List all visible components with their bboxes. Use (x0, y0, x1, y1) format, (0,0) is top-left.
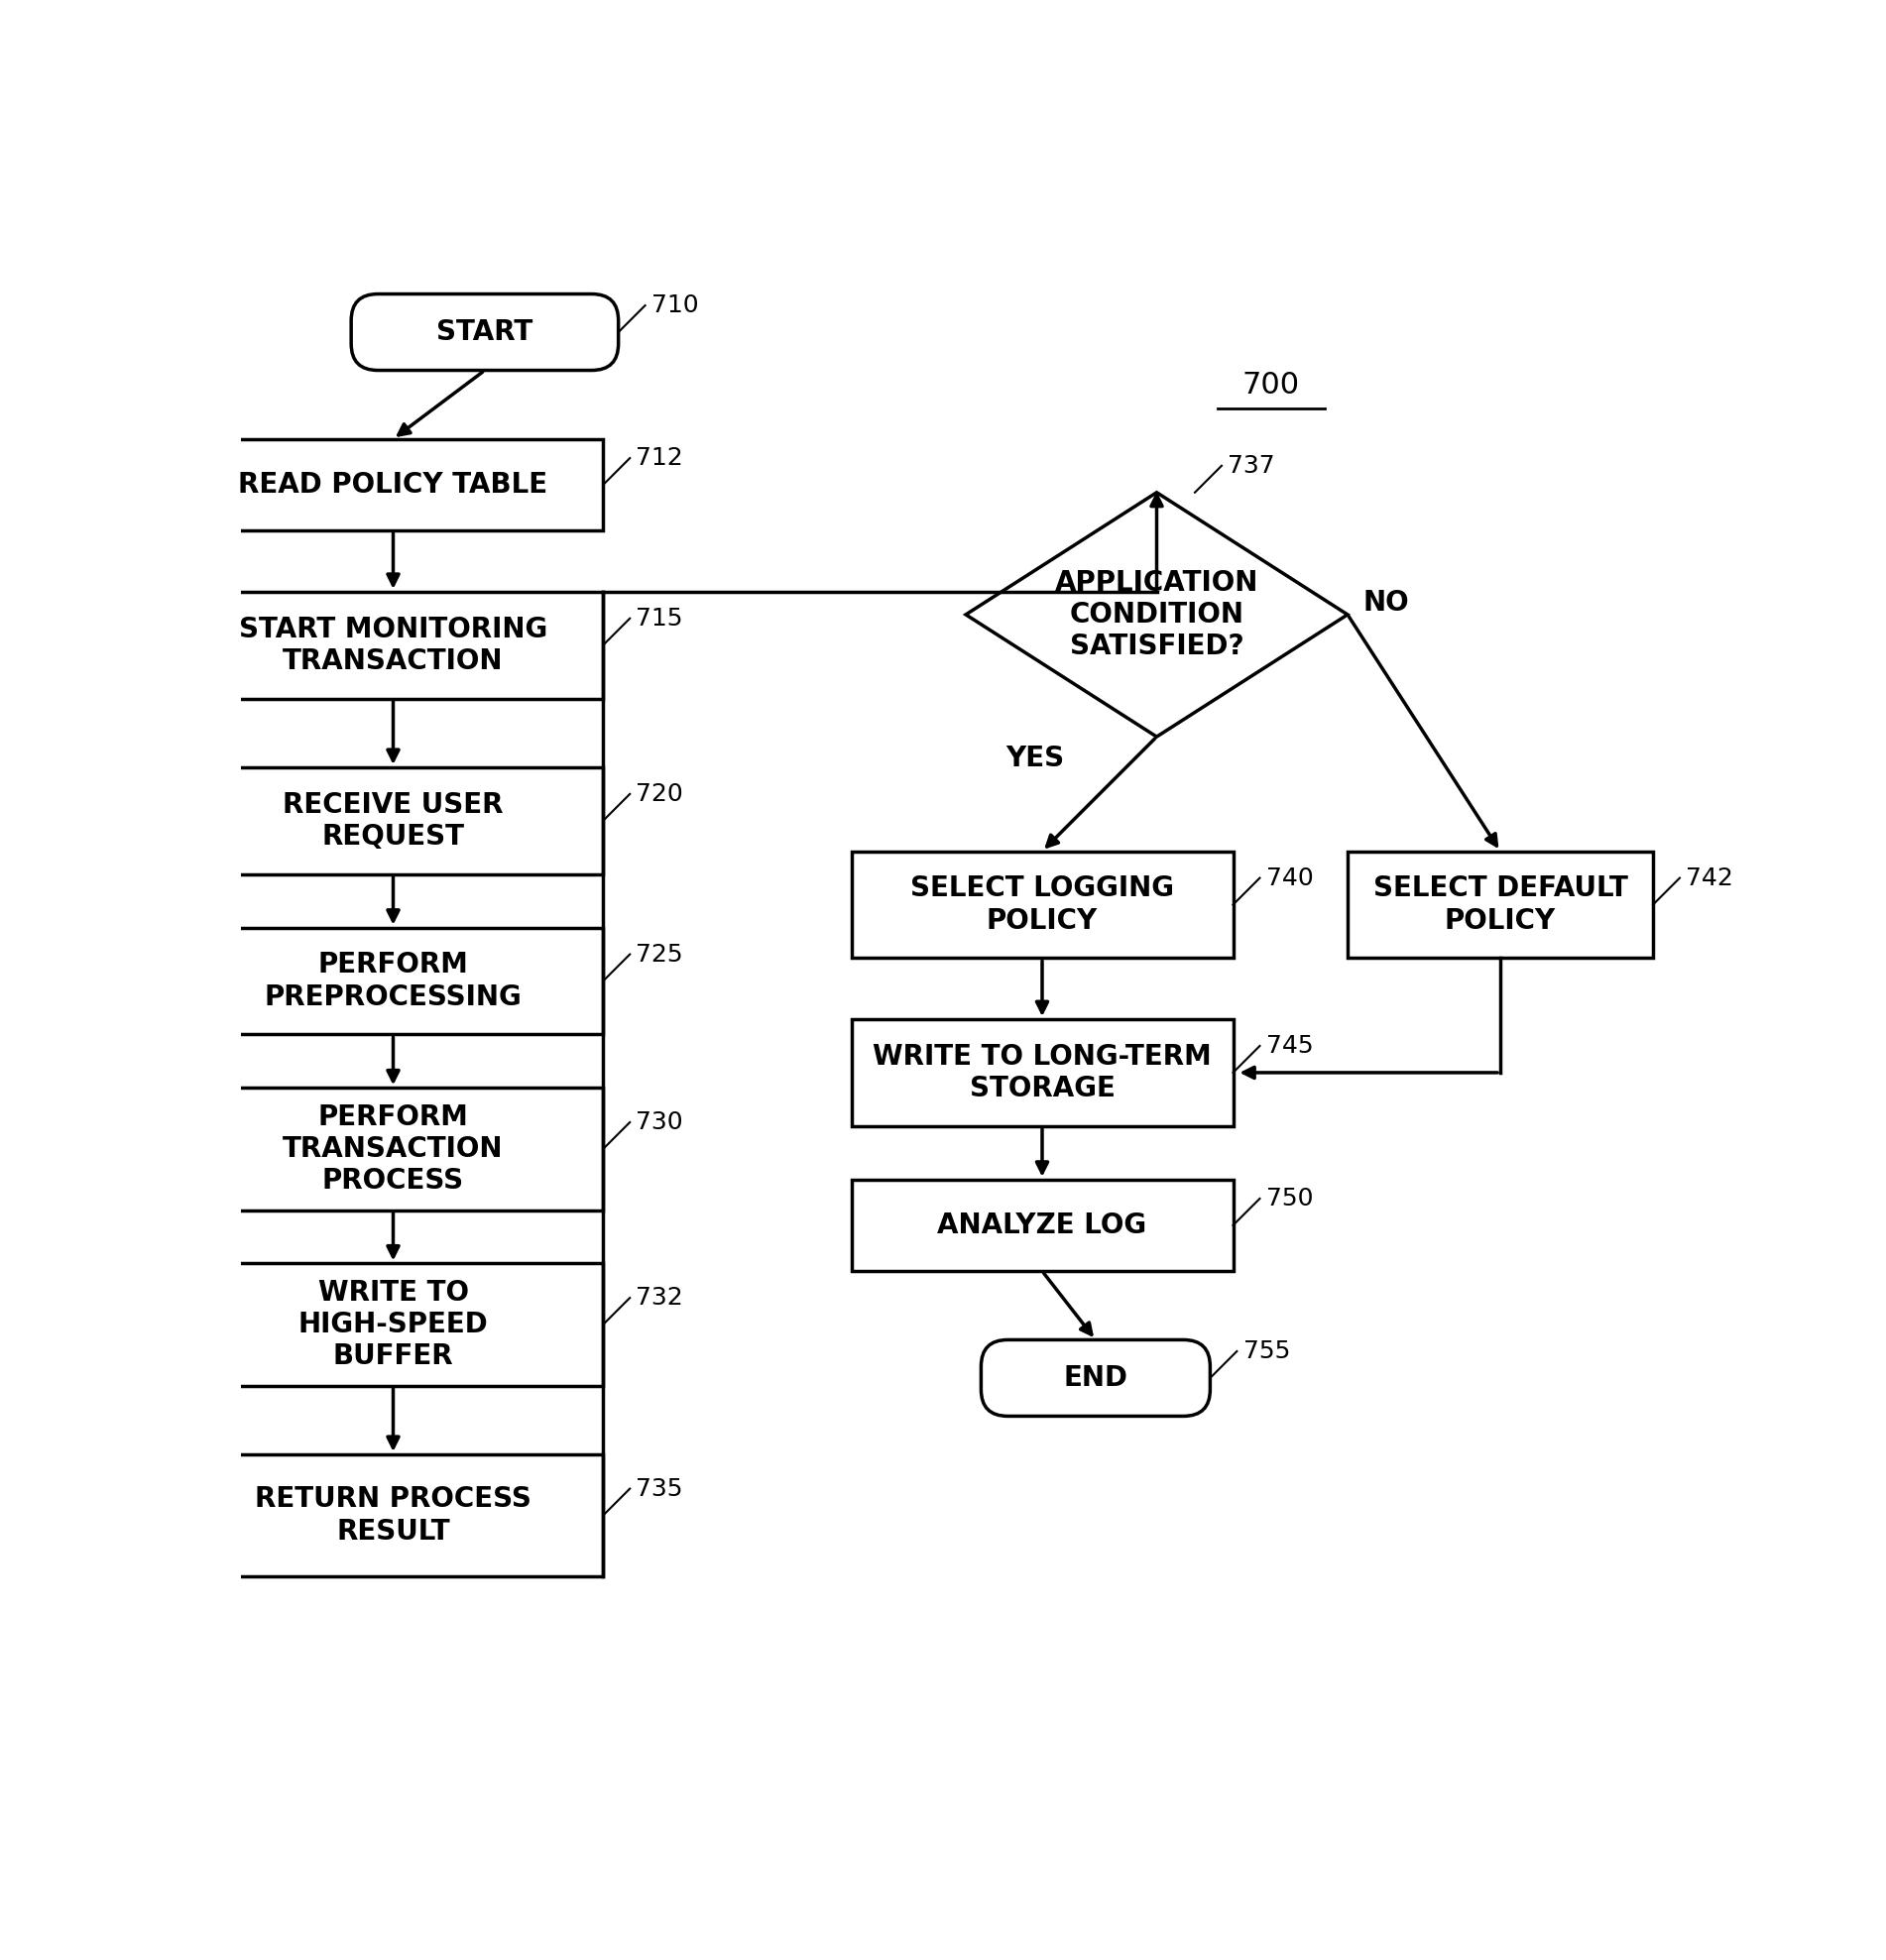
Text: 735: 735 (636, 1476, 683, 1501)
Text: NO: NO (1364, 590, 1409, 617)
FancyBboxPatch shape (351, 294, 619, 370)
Text: 730: 730 (636, 1111, 683, 1135)
Text: WRITE TO
HIGH-SPEED
BUFFER: WRITE TO HIGH-SPEED BUFFER (298, 1278, 488, 1370)
Bar (183, 592, 604, 698)
Bar (183, 439, 604, 531)
Text: READ POLICY TABLE: READ POLICY TABLE (238, 470, 549, 498)
Text: 712: 712 (636, 447, 683, 470)
Text: 740: 740 (1266, 866, 1313, 890)
Bar (1348, 851, 1652, 958)
Bar (851, 1180, 1233, 1272)
Text: 755: 755 (1243, 1339, 1290, 1362)
Bar (851, 851, 1233, 958)
FancyBboxPatch shape (981, 1341, 1211, 1417)
Bar (851, 1019, 1233, 1127)
Text: ANALYZE LOG: ANALYZE LOG (937, 1211, 1147, 1239)
Text: PERFORM
PREPROCESSING: PERFORM PREPROCESSING (264, 951, 522, 1011)
Text: END: END (1064, 1364, 1128, 1392)
Text: START MONITORING
TRANSACTION: START MONITORING TRANSACTION (240, 615, 547, 674)
Text: SELECT DEFAULT
POLICY: SELECT DEFAULT POLICY (1373, 874, 1628, 935)
Text: 720: 720 (636, 782, 683, 806)
Text: APPLICATION
CONDITION
SATISFIED?: APPLICATION CONDITION SATISFIED? (1054, 568, 1258, 661)
Text: WRITE TO LONG-TERM
STORAGE: WRITE TO LONG-TERM STORAGE (873, 1043, 1211, 1103)
Bar (183, 1264, 604, 1386)
Text: 742: 742 (1686, 866, 1733, 890)
Text: 710: 710 (651, 294, 698, 318)
Bar (183, 927, 604, 1035)
Text: 700: 700 (1243, 370, 1299, 400)
Text: 725: 725 (636, 943, 683, 966)
Text: 732: 732 (636, 1286, 683, 1309)
Text: START: START (436, 318, 534, 347)
Text: PERFORM
TRANSACTION
PROCESS: PERFORM TRANSACTION PROCESS (283, 1103, 504, 1196)
Text: YES: YES (1005, 745, 1064, 772)
Text: 715: 715 (636, 606, 683, 631)
Polygon shape (966, 492, 1348, 737)
Bar (183, 1454, 604, 1576)
Text: SELECT LOGGING
POLICY: SELECT LOGGING POLICY (911, 874, 1175, 935)
Text: 750: 750 (1266, 1186, 1313, 1211)
Text: 737: 737 (1228, 455, 1275, 478)
Bar (183, 766, 604, 874)
Bar (183, 1088, 604, 1209)
Text: 745: 745 (1266, 1035, 1313, 1058)
Text: RECEIVE USER
REQUEST: RECEIVE USER REQUEST (283, 790, 504, 851)
Text: RETURN PROCESS
RESULT: RETURN PROCESS RESULT (255, 1486, 532, 1544)
